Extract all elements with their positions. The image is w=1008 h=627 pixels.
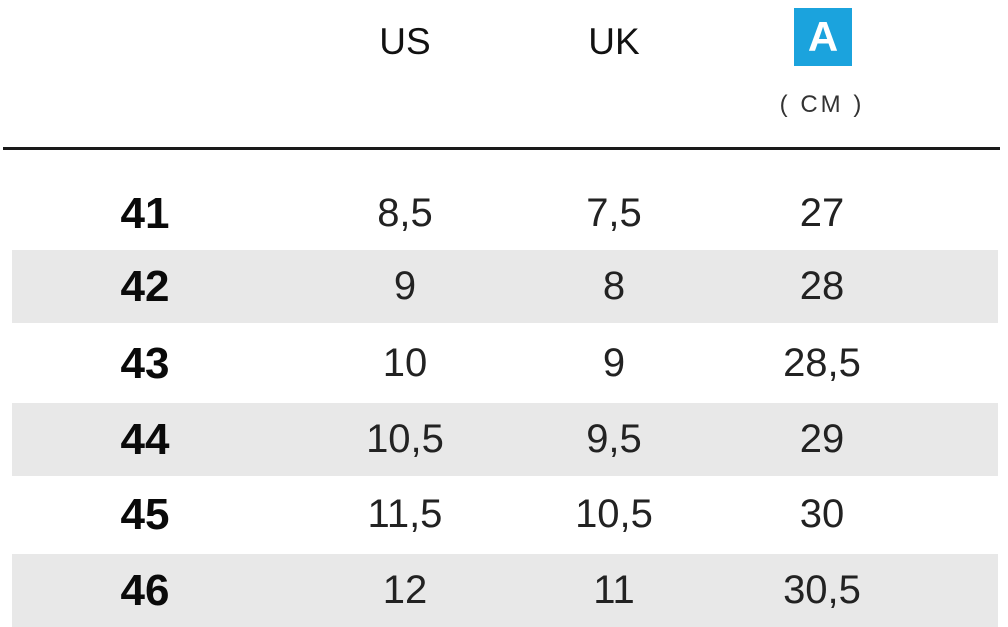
column-header-uk: UK <box>588 21 640 62</box>
eu-size-cell: 42 <box>120 262 170 311</box>
table-row: 43 10 9 28,5 <box>12 327 998 400</box>
table-row: 41 8,5 7,5 27 <box>12 177 998 250</box>
us-size-cell: 10,5 <box>366 417 444 461</box>
table-row: 44 10,5 9,5 29 <box>12 403 998 476</box>
uk-size-cell: 9 <box>602 341 626 385</box>
measurement-a-badge: A <box>794 8 852 66</box>
eu-size-cell: 46 <box>120 566 170 615</box>
eu-size-cell: 44 <box>120 415 170 464</box>
us-size-cell: 10 <box>382 341 428 385</box>
table-row: 46 12 11 30,5 <box>12 554 998 627</box>
eu-size-cell: 41 <box>120 189 170 238</box>
table-header: US UK A ( CM ) <box>0 0 1008 150</box>
uk-size-cell: 7,5 <box>586 191 642 235</box>
cm-length-cell: 29 <box>799 417 845 461</box>
cm-length-cell: 27 <box>799 191 845 235</box>
uk-size-cell: 9,5 <box>586 417 642 461</box>
us-size-cell: 11,5 <box>367 492 443 536</box>
us-size-cell: 12 <box>382 568 428 612</box>
uk-size-cell: 11 <box>593 568 635 612</box>
eu-size-cell: 43 <box>120 339 170 388</box>
column-unit-cm: ( CM ) <box>779 91 865 118</box>
uk-size-cell: 8 <box>602 264 626 308</box>
table-row: 42 9 8 28 <box>12 250 998 323</box>
table-row: 45 11,5 10,5 30 <box>12 478 998 551</box>
header-divider <box>3 147 1000 150</box>
cm-length-cell: 28,5 <box>783 341 861 385</box>
us-size-cell: 9 <box>393 264 417 308</box>
us-size-cell: 8,5 <box>377 191 433 235</box>
uk-size-cell: 10,5 <box>575 492 653 536</box>
cm-length-cell: 30 <box>799 492 845 536</box>
cm-length-cell: 30,5 <box>783 568 861 612</box>
column-header-us: US <box>379 21 431 62</box>
eu-size-cell: 45 <box>120 490 170 539</box>
cm-length-cell: 28 <box>799 264 845 308</box>
